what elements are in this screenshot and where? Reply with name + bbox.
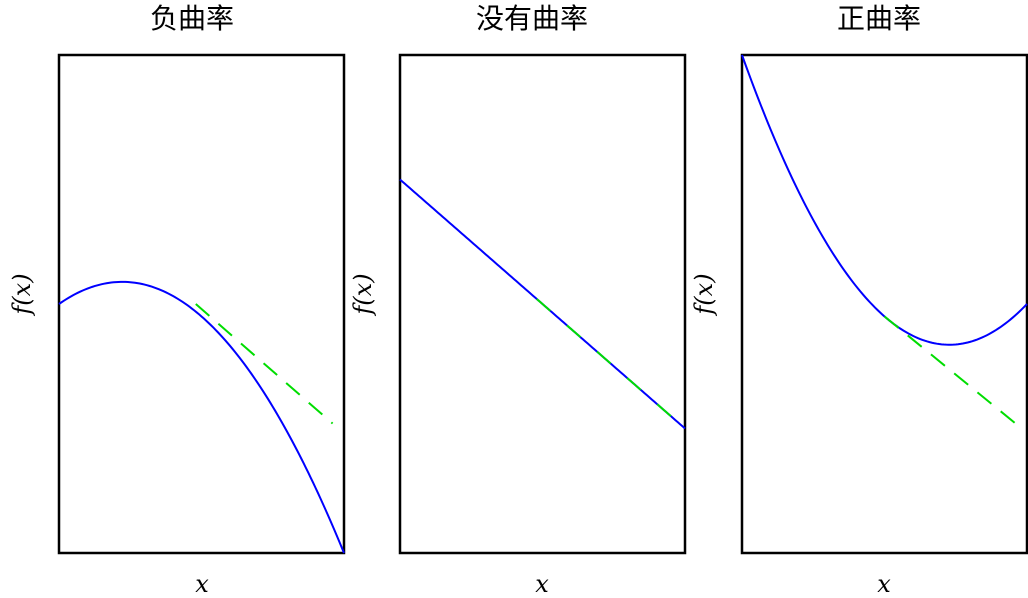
y-axis-label: f(x) bbox=[8, 273, 36, 316]
plot-frame bbox=[57, 53, 346, 555]
y-axis-label: f(x) bbox=[349, 273, 377, 316]
panel-title: 正曲率 bbox=[837, 2, 921, 35]
green-tangent-line bbox=[195, 303, 334, 425]
chart-panel-no-curvature: 没有曲率 x f(x) bbox=[349, 2, 687, 598]
panel-title: 没有曲率 bbox=[476, 2, 588, 35]
plot-frame bbox=[740, 53, 1028, 555]
chart-panel-positive-curvature: 正曲率 x f(x) bbox=[690, 2, 1028, 598]
green-tangent-line bbox=[536, 298, 686, 430]
blue-curve-line bbox=[58, 280, 345, 554]
x-axis-label: x bbox=[877, 570, 891, 598]
x-axis-label: x bbox=[535, 570, 549, 598]
plot-frame bbox=[398, 53, 687, 555]
panel-title: 负曲率 bbox=[150, 2, 234, 35]
chart-panel-negative-curvature: 负曲率 x f(x) bbox=[8, 2, 346, 598]
x-axis-label: x bbox=[195, 570, 209, 598]
y-axis-label: f(x) bbox=[690, 273, 718, 316]
green-tangent-line bbox=[883, 315, 1017, 425]
blue-curve-line bbox=[741, 54, 1028, 346]
